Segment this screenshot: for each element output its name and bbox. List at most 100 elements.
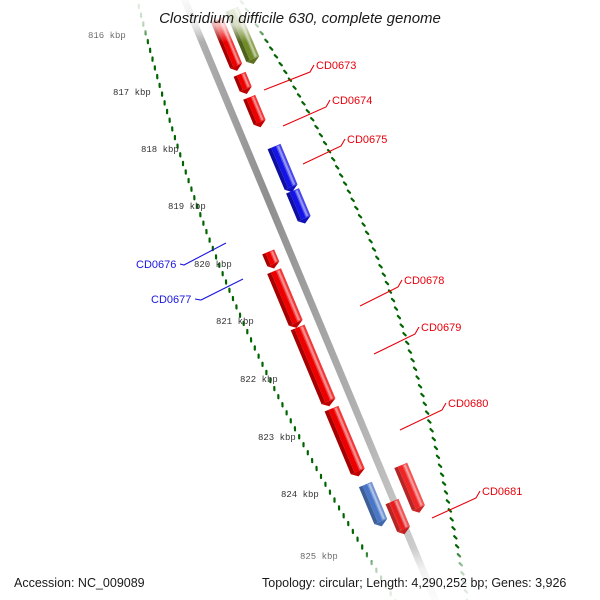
ruler-tick-mark: [441, 481, 447, 486]
gene-end-cap: [284, 184, 298, 193]
ruler-tick-mark: [364, 230, 370, 236]
gene-feature[interactable]: [358, 481, 388, 527]
gene-end-cap: [412, 505, 425, 513]
gene-labels-layer[interactable]: CD0673 CD0674 CD0675 CD0676 CD0677 CD0678 CD06…: [136, 60, 522, 498]
gene-leader-line: [179, 242, 227, 266]
ruler-tick-label: 819 kbp: [168, 202, 206, 212]
gene-feature[interactable]: [385, 498, 411, 535]
gene-leader-line: [263, 64, 315, 91]
gene-feature[interactable]: [267, 143, 298, 193]
ruler-tick-label: 818 kbp: [141, 145, 179, 155]
ruler-tick-mark: [371, 247, 377, 252]
ruler-tick-mark: [350, 197, 355, 203]
bottom-fade-overlay: [0, 548, 600, 600]
gene-leader-line: [282, 99, 331, 127]
genome-summary-label: Topology: circular; Length: 4,290,252 bp…: [262, 576, 566, 590]
ruler-tick-mark: [429, 428, 434, 433]
faded-genes-bottom-layer: [358, 462, 425, 535]
gene-highlight: [276, 145, 296, 186]
gene-body-face: [243, 98, 257, 125]
ruler-tick-label: 822 kbp: [240, 375, 278, 385]
ruler-tick-mark: [454, 544, 460, 549]
ruler-tick-mark: [354, 205, 359, 211]
gene-body-face: [362, 483, 383, 523]
gene-body-face: [385, 502, 401, 532]
ruler-tick-mark: [412, 366, 418, 372]
ruler-tick-mark: [453, 535, 458, 540]
ruler-tick-mark: [322, 140, 328, 146]
gene-label-cd0678[interactable]: CD0678: [404, 275, 444, 287]
gene-end-cap: [239, 86, 252, 94]
ruler-tick-mark: [402, 332, 407, 337]
gene-leader-line: [194, 278, 244, 301]
gene-feature[interactable]: [243, 94, 266, 128]
gene-label-cd0679[interactable]: CD0679: [421, 322, 461, 334]
gene-label-cd0680[interactable]: CD0680: [448, 398, 488, 410]
gene-label-cd0677[interactable]: CD0677: [151, 294, 191, 306]
gene-highlight: [277, 270, 301, 321]
gene-body-face: [324, 409, 355, 475]
ruler-tick-mark: [437, 463, 443, 468]
ruler-tick-mark: [296, 93, 302, 98]
gene-leader-line: [359, 279, 403, 307]
ruler-tick-mark: [305, 108, 311, 114]
ruler-tick-mark: [445, 499, 451, 504]
gene-leader-line: [431, 490, 481, 519]
gene-end-cap: [397, 526, 410, 535]
gene-feature[interactable]: [233, 71, 252, 94]
ruler-tick-mark: [378, 264, 383, 269]
ruler-tick-mark: [357, 214, 363, 219]
gene-end-cap: [230, 63, 243, 71]
gene-leader-lines-layer: [179, 64, 481, 519]
gene-end-cap: [267, 261, 280, 269]
gene-label-cd0674[interactable]: CD0674: [332, 95, 372, 107]
gene-feature[interactable]: [324, 405, 365, 477]
gene-body-face: [294, 326, 331, 403]
ruler-tick-mark: [439, 472, 445, 477]
genome-backbone: [180, 0, 440, 600]
gene-label-cd0673[interactable]: CD0673: [316, 60, 356, 72]
ruler-tick-mark: [399, 323, 404, 328]
ruler-tick-mark: [381, 272, 386, 277]
accession-label: Accession: NC_009089: [14, 576, 145, 590]
gene-label-cd0681[interactable]: CD0681: [482, 486, 522, 498]
gene-body-face: [267, 272, 293, 326]
ruler-tick-mark: [422, 401, 427, 407]
gene-body-face: [289, 190, 306, 220]
backbone-line: [180, 0, 440, 600]
gene-body-face: [290, 328, 326, 405]
gene-feature[interactable]: [262, 249, 280, 269]
ruler-tick-mark: [269, 46, 274, 51]
gene-body-face: [246, 96, 262, 124]
ruler-tick-mark: [433, 445, 439, 451]
ruler-tick-label: 823 kbp: [258, 433, 296, 443]
ruler-tick-mark: [346, 189, 352, 194]
ruler-tick-mark: [375, 255, 380, 261]
gene-feature[interactable]: [267, 268, 303, 328]
gene-leader-line: [373, 326, 420, 355]
gene-feature[interactable]: [290, 324, 336, 407]
ruler-tick-mark: [431, 436, 436, 442]
ruler-tick-mark: [318, 132, 323, 138]
gene-leader-line: [399, 402, 447, 431]
ruler-tick-mark: [424, 410, 430, 415]
gene-body-face: [267, 147, 289, 190]
gene-feature[interactable]: [394, 462, 425, 513]
ruler-tick-mark: [449, 517, 454, 522]
gene-label-cd0676[interactable]: CD0676: [136, 259, 176, 271]
ruler-tick-mark: [283, 69, 288, 75]
gene-body-face: [271, 145, 293, 189]
ruler-tick-mark: [331, 157, 336, 162]
gene-body-face: [394, 466, 416, 511]
gene-highlight: [295, 189, 309, 217]
gene-label-cd0675[interactable]: CD0675: [347, 134, 387, 146]
ruler-tick-label: 817 kbp: [113, 88, 151, 98]
ruler-tick-mark: [393, 306, 399, 311]
gene-feature[interactable]: [286, 188, 311, 224]
ruler-tick-label: 821 kbp: [216, 317, 254, 327]
gene-end-cap: [297, 215, 311, 224]
ruler-tick-label: 820 kbp: [194, 260, 232, 270]
ruler-tick-mark: [427, 419, 432, 424]
